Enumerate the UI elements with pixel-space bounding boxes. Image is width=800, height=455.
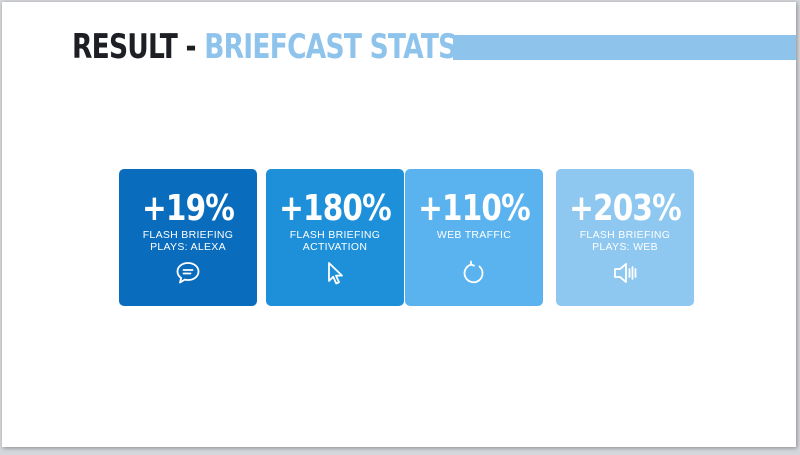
cursor-arrow-icon [321, 259, 349, 287]
stat-value: +110% [418, 188, 531, 229]
stat-value: +180% [279, 188, 392, 229]
stat-card-flash-briefing-plays-alexa: +19% FLASH BRIEFING PLAYS: ALEXA [119, 169, 257, 306]
stat-card-web-traffic: +110% WEB TRAFFIC [405, 169, 543, 306]
title-highlight: BRIEFCAST STATS [204, 27, 457, 67]
stat-label: FLASH BRIEFING PLAYS: ALEXA [142, 229, 234, 253]
page-title: RESULT - BRIEFCAST STATS [72, 24, 457, 70]
slide: RESULT - BRIEFCAST STATS +19% FLASH BRIE… [2, 2, 796, 447]
stat-card-flash-briefing-activation: +180% FLASH BRIEFING ACTIVATION [266, 169, 404, 306]
stat-value: +203% [569, 188, 682, 229]
refresh-icon [460, 259, 488, 287]
stat-label: FLASH BRIEFING PLAYS: WEB [579, 229, 671, 253]
title-prefix: RESULT - [72, 27, 205, 67]
speaker-icon [611, 259, 639, 287]
stat-card-flash-briefing-plays-web: +203% FLASH BRIEFING PLAYS: WEB [556, 169, 694, 306]
title-accent-bar [453, 35, 796, 60]
stat-label: FLASH BRIEFING ACTIVATION [289, 229, 381, 253]
stat-label: WEB TRAFFIC [436, 229, 512, 241]
chat-bubble-icon [174, 259, 202, 287]
stat-value: +19% [141, 188, 235, 229]
